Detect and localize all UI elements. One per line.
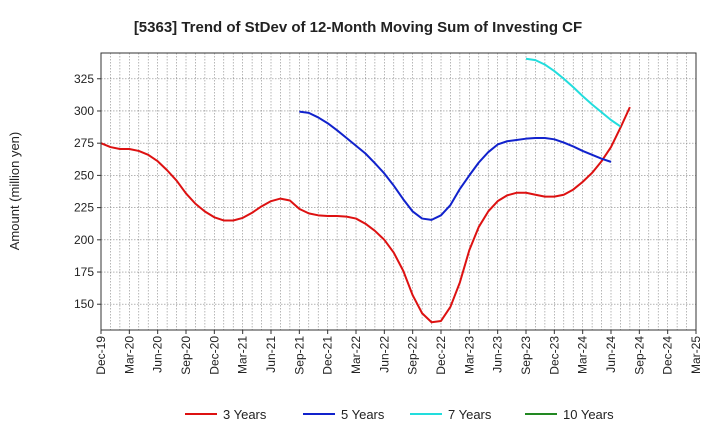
chart-title: [5363] Trend of StDev of 12-Month Moving… bbox=[134, 19, 582, 36]
x-tick-label: Sep-20 bbox=[179, 336, 193, 375]
x-ticks: Dec-19 Mar-20 Jun-20 Sep-20 Dec-20 Mar-21 Jun-… bbox=[94, 330, 703, 375]
y-tick-label: 175 bbox=[74, 265, 94, 279]
y-tick-label: 275 bbox=[74, 136, 94, 150]
x-tick-label: Dec-19 bbox=[94, 336, 108, 375]
series-line-5-years bbox=[299, 110, 612, 221]
x-tick-label: Jun-23 bbox=[491, 336, 505, 373]
y-ticks: 150 175 200 225 250 275 300 325 bbox=[74, 72, 101, 311]
x-tick-label: Sep-22 bbox=[406, 336, 420, 375]
grid bbox=[101, 53, 696, 330]
series-line-7-years bbox=[525, 57, 622, 128]
x-tick-label: Jun-22 bbox=[377, 336, 391, 373]
x-tick-label: Dec-23 bbox=[547, 336, 561, 375]
y-tick-label: 300 bbox=[74, 104, 94, 118]
y-axis-label: Amount (million yen) bbox=[7, 132, 22, 251]
x-tick-label: Jun-20 bbox=[151, 336, 165, 373]
y-tick-label: 150 bbox=[74, 297, 94, 311]
legend-label: 10 Years bbox=[563, 407, 614, 422]
x-tick-label: Mar-21 bbox=[236, 336, 250, 374]
x-tick-label: Sep-21 bbox=[292, 336, 306, 375]
x-tick-label: Mar-23 bbox=[462, 336, 476, 374]
x-tick-label: Jun-24 bbox=[604, 336, 618, 373]
legend: 3 Years 5 Years 7 Years 10 Years bbox=[185, 407, 614, 422]
plot-frame bbox=[100, 52, 697, 331]
x-tick-label: Dec-21 bbox=[321, 336, 335, 375]
x-tick-label: Dec-20 bbox=[207, 336, 221, 375]
legend-label: 7 Years bbox=[448, 407, 492, 422]
x-tick-label: Mar-24 bbox=[576, 336, 590, 374]
y-tick-label: 250 bbox=[74, 168, 94, 182]
series-layer bbox=[100, 57, 631, 324]
x-tick-label: Jun-21 bbox=[264, 336, 278, 373]
y-tick-label: 225 bbox=[74, 201, 94, 215]
y-tick-label: 200 bbox=[74, 233, 94, 247]
legend-label: 5 Years bbox=[341, 407, 385, 422]
x-tick-label: Mar-22 bbox=[349, 336, 363, 374]
legend-label: 3 Years bbox=[223, 407, 267, 422]
y-tick-label: 325 bbox=[74, 72, 94, 86]
series-line-3-years bbox=[100, 106, 631, 324]
x-tick-label: Mar-25 bbox=[689, 336, 703, 374]
x-tick-label: Sep-24 bbox=[632, 336, 646, 375]
x-tick-label: Mar-20 bbox=[122, 336, 136, 374]
x-tick-label: Dec-22 bbox=[434, 336, 448, 375]
x-tick-label: Sep-23 bbox=[519, 336, 533, 375]
x-tick-label: Dec-24 bbox=[661, 336, 675, 375]
